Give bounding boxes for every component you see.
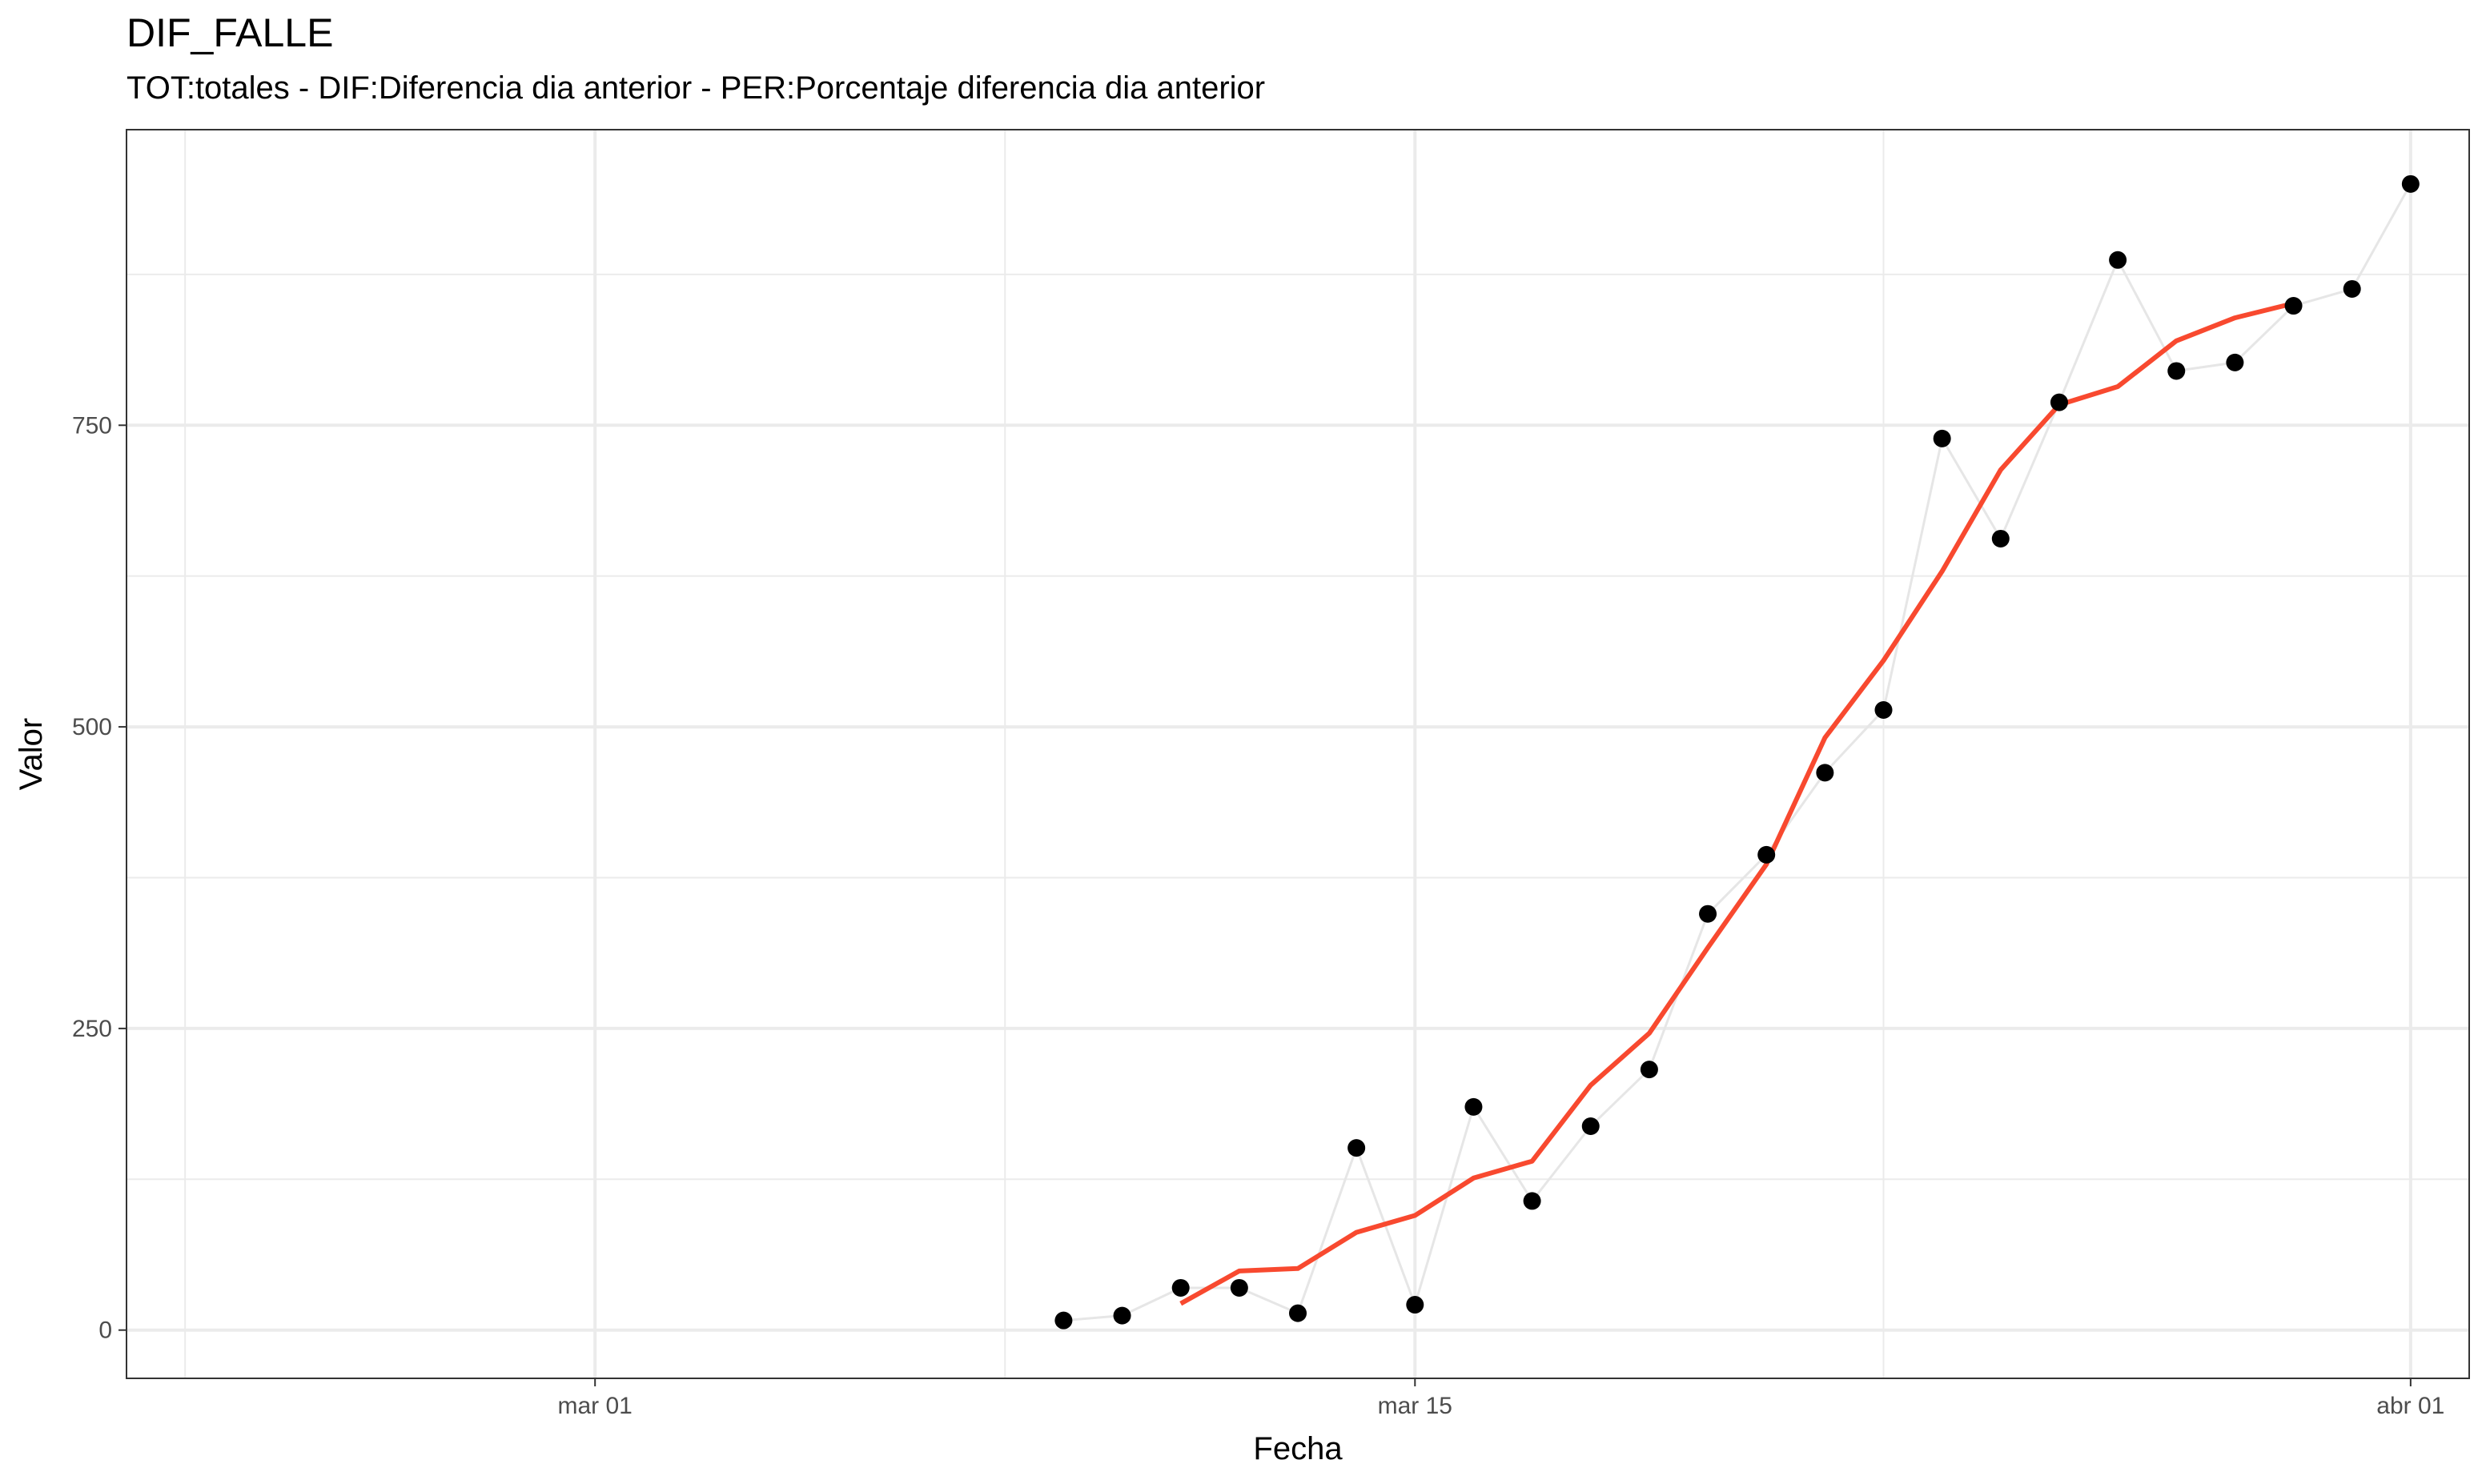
data-point xyxy=(1641,1061,1658,1078)
data-point xyxy=(1816,764,1833,781)
data-point xyxy=(1054,1312,1072,1330)
connector-layer xyxy=(1063,184,2410,1321)
data-point xyxy=(1347,1139,1365,1157)
grid-layer xyxy=(127,130,2469,1378)
data-point xyxy=(1289,1305,1307,1322)
data-point xyxy=(2109,251,2127,269)
data-point xyxy=(1406,1296,1424,1314)
data-point xyxy=(1757,846,1775,864)
data-point xyxy=(1992,530,2010,547)
y-tick-label: 500 xyxy=(72,714,112,740)
data-point xyxy=(2402,175,2420,193)
data-point xyxy=(1934,430,1951,447)
data-point xyxy=(2343,280,2361,298)
data-point xyxy=(2167,362,2185,379)
point-layer xyxy=(1054,175,2419,1330)
trend-line xyxy=(1181,303,2294,1304)
data-point xyxy=(1875,701,1893,719)
x-axis-title: Fecha xyxy=(1253,1431,1343,1466)
data-point xyxy=(1524,1192,1541,1209)
data-point xyxy=(1231,1279,1248,1297)
y-tick-label: 250 xyxy=(72,1016,112,1042)
y-tick-label: 750 xyxy=(72,412,112,439)
trend-layer xyxy=(1181,303,2294,1304)
data-point xyxy=(2285,297,2303,315)
points-connector-line xyxy=(1063,184,2410,1321)
x-tick-label: mar 01 xyxy=(558,1393,633,1419)
x-tick-label: abr 01 xyxy=(2376,1393,2444,1419)
data-point xyxy=(2050,394,2068,411)
y-tick-label: 0 xyxy=(98,1318,112,1344)
data-point xyxy=(1114,1307,1131,1325)
y-axis-title: Valor xyxy=(14,718,49,790)
data-point xyxy=(1464,1098,1482,1116)
data-point xyxy=(1582,1117,1600,1135)
data-point xyxy=(1699,905,1717,923)
x-tick-label: mar 15 xyxy=(1378,1393,1452,1419)
data-point xyxy=(2226,354,2243,371)
plot-panel-border xyxy=(127,130,2469,1378)
data-point xyxy=(1172,1279,1190,1297)
